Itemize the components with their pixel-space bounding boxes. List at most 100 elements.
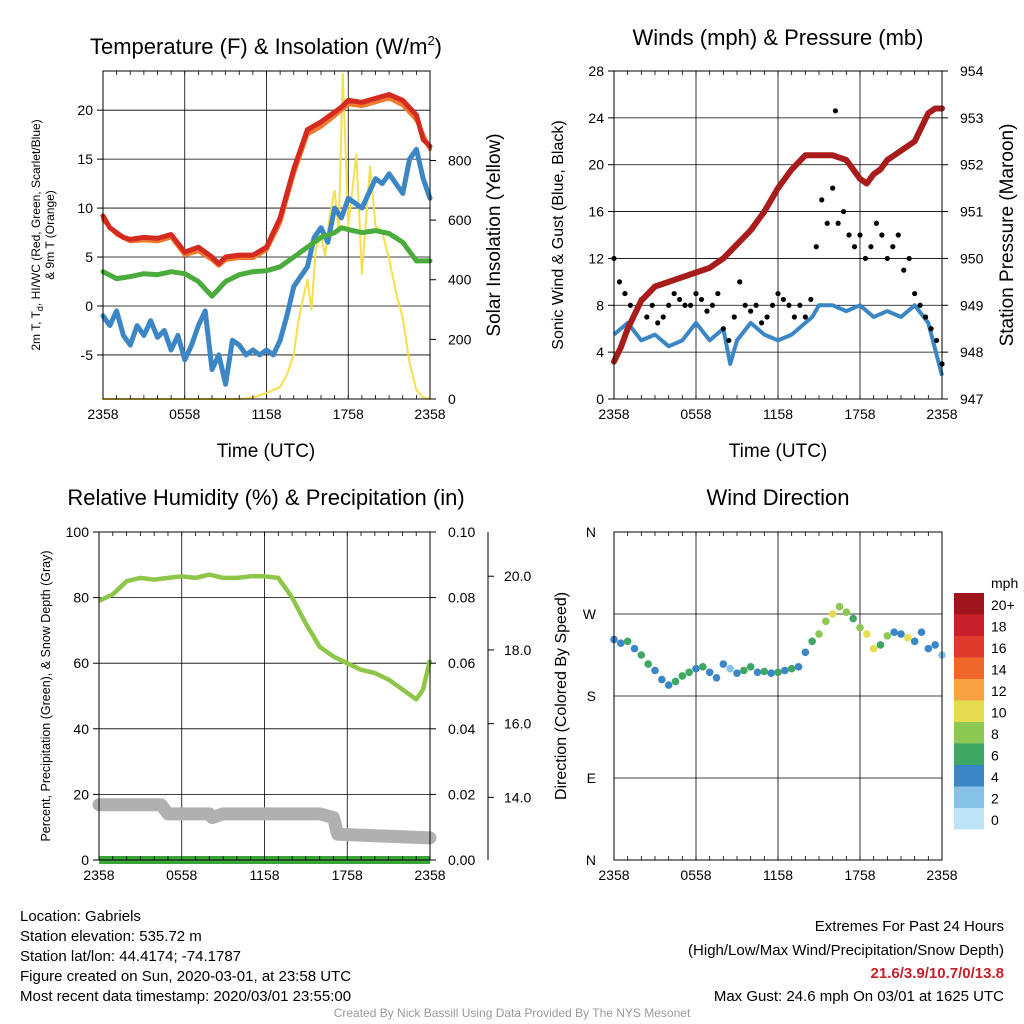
direction-point bbox=[671, 677, 680, 686]
y-tick-label: 100 bbox=[66, 524, 90, 540]
series-rh bbox=[98, 572, 433, 702]
gust-point bbox=[917, 302, 923, 308]
y-tick-label: 20 bbox=[73, 786, 89, 802]
wind-y2label: Station Pressure (Maroon) bbox=[997, 124, 1018, 347]
direction-point bbox=[644, 660, 652, 668]
direction-point bbox=[774, 668, 782, 677]
gust-point bbox=[660, 314, 666, 320]
rh-panel: Relative Humidity (%) & Precipitation (i… bbox=[39, 485, 531, 883]
x-tick-label: 0558 bbox=[680, 867, 711, 883]
gust-point bbox=[895, 232, 901, 238]
y2-tick-label: 0.02 bbox=[448, 786, 475, 802]
y-tick-label: 80 bbox=[73, 590, 89, 606]
direction-point bbox=[835, 602, 844, 611]
direction-point bbox=[869, 644, 878, 653]
legend-unit: mph bbox=[991, 575, 1018, 591]
legend-label: 20+ bbox=[991, 597, 1015, 613]
legend-swatch bbox=[954, 679, 984, 701]
dir-title: Wind Direction bbox=[706, 485, 849, 510]
gust-point bbox=[890, 244, 896, 250]
direction-tick-label: E bbox=[587, 770, 596, 786]
y-tick-label: 40 bbox=[73, 721, 89, 737]
y2-tick-label: 600 bbox=[448, 212, 472, 228]
gust-point bbox=[742, 302, 748, 308]
direction-point bbox=[883, 632, 892, 640]
direction-point bbox=[822, 617, 830, 626]
x-tick-label: 2358 bbox=[926, 867, 957, 883]
legend-label: 14 bbox=[991, 662, 1007, 678]
x-tick-label: 0558 bbox=[166, 867, 197, 883]
gust-point bbox=[753, 302, 759, 308]
temp-lines bbox=[100, 73, 433, 400]
y-tick-label: 4 bbox=[596, 344, 604, 360]
y-tick-label: 60 bbox=[73, 655, 89, 671]
legend-swatch bbox=[954, 593, 984, 615]
direction-point bbox=[815, 630, 823, 638]
direction-point bbox=[623, 637, 632, 646]
series-windchill bbox=[100, 146, 433, 387]
x-tick-label: 2358 bbox=[87, 406, 118, 422]
x-tick-label: 1758 bbox=[844, 406, 875, 422]
extremes-title: Extremes For Past 24 Hours bbox=[814, 918, 1004, 935]
gust-point bbox=[682, 302, 688, 308]
rh-axes: 2358 0558 1158 1758 23580204060801000.000.02… bbox=[66, 524, 532, 883]
gust-point bbox=[786, 302, 792, 308]
x-tick-label: 1158 bbox=[251, 406, 281, 422]
gust-point bbox=[622, 290, 628, 297]
y2-tick-label: 0.04 bbox=[448, 721, 475, 737]
gust-point bbox=[671, 290, 677, 297]
gust-point bbox=[901, 267, 907, 273]
y2-tick-label: 952 bbox=[960, 157, 984, 173]
gust-point bbox=[841, 208, 847, 215]
gust-point bbox=[764, 314, 770, 320]
gust-point bbox=[780, 296, 787, 303]
gust-point bbox=[677, 296, 683, 303]
direction-point bbox=[685, 668, 693, 677]
series-dewpoint bbox=[100, 225, 433, 299]
gust-point bbox=[644, 314, 650, 320]
y2-tick-label: 0.00 bbox=[448, 852, 475, 868]
y2-tick-label: 800 bbox=[448, 152, 472, 168]
direction-point bbox=[678, 672, 687, 680]
direction-point bbox=[890, 628, 898, 637]
legend-label: 12 bbox=[991, 683, 1007, 699]
direction-point bbox=[712, 673, 721, 682]
legend-swatch bbox=[954, 765, 984, 787]
x-tick-label: 1758 bbox=[333, 406, 364, 422]
gust-point bbox=[769, 302, 776, 308]
direction-point bbox=[897, 630, 905, 638]
y-tick-label: 28 bbox=[588, 63, 604, 79]
x-tick-label: 1758 bbox=[332, 867, 363, 883]
y-tick-label: 20 bbox=[77, 102, 93, 118]
gust-point bbox=[655, 320, 661, 326]
direction-point bbox=[733, 669, 741, 678]
extremes-values: 21.6/3.9/10.7/0/13.8 bbox=[870, 965, 1004, 982]
credit: Created By Nick Bassill Using Data Provi… bbox=[333, 1006, 691, 1020]
direction-point bbox=[910, 637, 919, 646]
dir-panel: Wind Direction 2358 0558 1158 1758 2358NESWN… bbox=[553, 485, 1018, 883]
x-tick-label: 2358 bbox=[414, 406, 445, 422]
gust-point bbox=[775, 290, 781, 297]
gust-point bbox=[737, 279, 743, 285]
y-tick-label: 0 bbox=[596, 391, 604, 407]
direction-point bbox=[637, 651, 646, 659]
direction-point bbox=[917, 628, 926, 637]
info-elevation: Station elevation: 535.72 m bbox=[20, 928, 202, 945]
wind-axes: 2358 0558 1158 1758 235804812162024289479489… bbox=[588, 63, 983, 422]
temp-xlabel: Time (UTC) bbox=[217, 441, 316, 462]
info-recent: Most recent data timestamp: 2020/03/01 2… bbox=[20, 988, 352, 1005]
legend-swatch bbox=[954, 722, 984, 744]
y2-tick-label: 954 bbox=[960, 63, 984, 79]
series-pressure bbox=[611, 105, 945, 365]
legend-swatch bbox=[954, 657, 984, 679]
direction-point bbox=[808, 637, 816, 646]
gust-point bbox=[797, 302, 803, 308]
legend-label: 16 bbox=[991, 640, 1007, 656]
series-solar bbox=[102, 73, 431, 400]
gust-point bbox=[791, 314, 798, 320]
gust-point bbox=[726, 337, 732, 344]
gust-point bbox=[846, 232, 852, 238]
y2-tick-label: 0.06 bbox=[448, 655, 475, 671]
y2-tick-label: 951 bbox=[960, 204, 984, 220]
